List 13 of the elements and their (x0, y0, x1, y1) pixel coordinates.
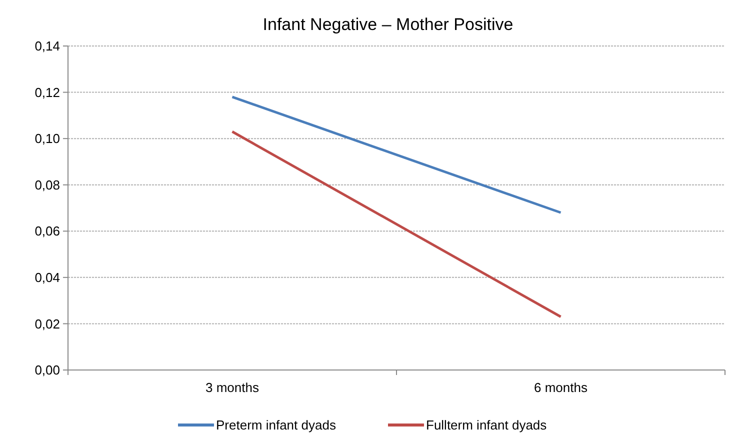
y-tick-label: 0,14 (34, 38, 60, 54)
legend-label: Fullterm infant dyads (426, 418, 548, 433)
y-tick-label: 0,02 (34, 316, 60, 332)
y-tick-label: 0,04 (34, 270, 60, 285)
y-tick-label: 0,08 (34, 177, 60, 192)
y-tick-label: 0,12 (34, 84, 60, 100)
y-tick-label: 0,10 (34, 131, 60, 146)
x-tick-label: 6 months (534, 380, 588, 395)
y-tick-label: 0,06 (34, 224, 60, 239)
chart-title: Infant Negative – Mother Positive (262, 15, 514, 34)
y-tick-label: 0,00 (34, 362, 60, 378)
x-tick-label: 3 months (206, 380, 260, 395)
legend-label: Preterm infant dyads (216, 418, 336, 433)
